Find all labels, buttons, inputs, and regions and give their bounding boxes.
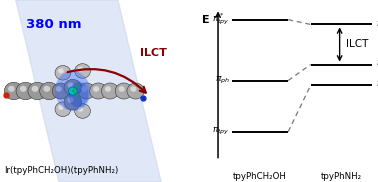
Circle shape xyxy=(20,86,26,92)
Circle shape xyxy=(58,68,64,74)
Circle shape xyxy=(75,104,90,118)
Circle shape xyxy=(68,87,77,95)
Text: Ir(tpyPhCH₂OH)(tpyPhNH₂): Ir(tpyPhCH₂OH)(tpyPhNH₂) xyxy=(4,166,118,175)
Circle shape xyxy=(40,82,59,100)
Circle shape xyxy=(52,83,70,99)
Circle shape xyxy=(119,86,125,92)
Circle shape xyxy=(115,83,132,99)
Text: tpyPhCH₂OH: tpyPhCH₂OH xyxy=(233,172,287,181)
Text: ILCT: ILCT xyxy=(140,48,167,58)
Circle shape xyxy=(78,107,83,112)
Circle shape xyxy=(130,86,136,92)
Circle shape xyxy=(127,83,144,99)
Polygon shape xyxy=(16,0,161,182)
Text: ILCT: ILCT xyxy=(346,39,369,50)
Text: $\pi^*_{tpy}$: $\pi^*_{tpy}$ xyxy=(376,17,378,32)
Ellipse shape xyxy=(69,82,88,107)
Text: $\pi^*_{tpy}$: $\pi^*_{tpy}$ xyxy=(212,12,230,27)
Text: $\pi_{ph}$: $\pi_{ph}$ xyxy=(376,80,378,91)
Circle shape xyxy=(101,83,119,99)
Text: E: E xyxy=(202,15,210,25)
Circle shape xyxy=(28,82,47,100)
Circle shape xyxy=(32,86,38,92)
Circle shape xyxy=(56,86,62,92)
Circle shape xyxy=(68,83,74,88)
Circle shape xyxy=(78,83,95,99)
Text: 380 nm: 380 nm xyxy=(26,18,81,31)
Circle shape xyxy=(55,102,71,116)
Ellipse shape xyxy=(55,71,90,111)
Circle shape xyxy=(4,82,23,100)
Circle shape xyxy=(64,79,81,95)
Circle shape xyxy=(16,82,35,100)
Circle shape xyxy=(68,97,74,103)
Circle shape xyxy=(64,94,81,110)
Circle shape xyxy=(105,86,111,92)
Circle shape xyxy=(75,64,90,78)
Circle shape xyxy=(55,66,71,80)
Circle shape xyxy=(81,86,87,92)
Circle shape xyxy=(93,86,99,92)
Circle shape xyxy=(58,105,64,110)
Text: tpyPhNH₂: tpyPhNH₂ xyxy=(321,172,362,181)
Circle shape xyxy=(8,86,15,92)
Circle shape xyxy=(43,86,50,92)
Text: $\pi_{tpy}$: $\pi_{tpy}$ xyxy=(376,59,378,70)
Circle shape xyxy=(90,83,107,99)
Text: $\pi_{ph}$: $\pi_{ph}$ xyxy=(215,75,230,86)
Circle shape xyxy=(78,67,83,72)
Text: $\pi_{tpy}$: $\pi_{tpy}$ xyxy=(212,126,230,137)
